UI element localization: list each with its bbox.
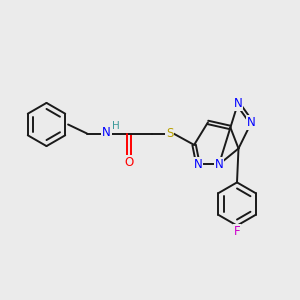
Text: S: S [166, 127, 173, 140]
Text: N: N [214, 158, 224, 171]
Text: N: N [194, 158, 202, 171]
Text: N: N [102, 126, 111, 139]
Text: O: O [124, 156, 134, 170]
Text: N: N [102, 126, 111, 139]
Text: S: S [166, 127, 173, 140]
Text: F: F [234, 225, 240, 238]
Text: N: N [233, 97, 242, 110]
Text: N: N [247, 116, 256, 129]
Text: O: O [124, 156, 134, 170]
Text: H: H [111, 121, 119, 131]
Text: H: H [112, 121, 119, 131]
